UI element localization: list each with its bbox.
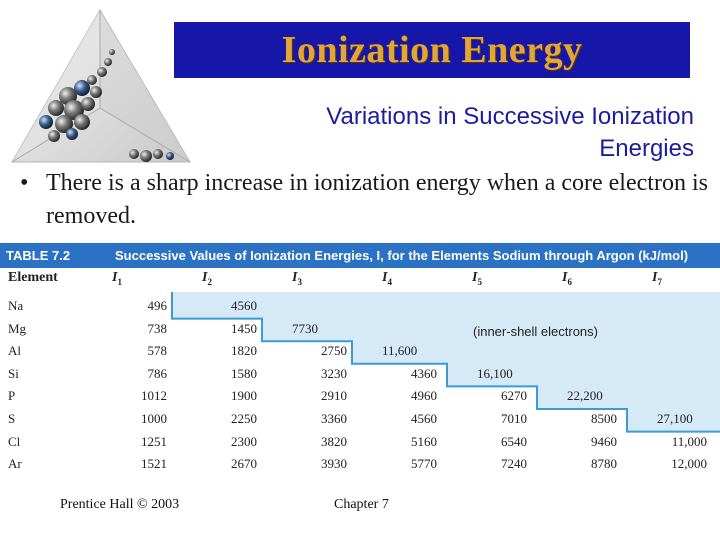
column-header-i1: I1: [112, 270, 122, 287]
table-cell: 11,000: [671, 433, 707, 449]
subtitle-line-1: Variations in Successive Ionization: [326, 103, 694, 130]
inner-shell-region: [171, 292, 720, 433]
table-cell: 3930: [321, 456, 347, 472]
element-symbol: P: [8, 388, 16, 404]
inner-shell-boundary-line: [171, 292, 720, 433]
table-cell: 5160: [411, 433, 437, 449]
table-cell: 7010: [501, 411, 527, 426]
inner-shell-note: (inner-shell electrons): [473, 324, 598, 339]
column-header-i7: I7: [652, 270, 662, 287]
page-title: Ionization Energy: [281, 29, 583, 71]
table-cell: 1012: [141, 388, 167, 404]
table-row: Al 578 1820 2750 11,600: [0, 341, 720, 364]
table-cell: 8780: [591, 456, 617, 472]
table-cell: 7240: [501, 456, 527, 472]
column-header-i3: I3: [292, 270, 302, 287]
table-cell: 738: [147, 320, 168, 336]
table-cell: 11,600: [382, 343, 418, 359]
table-cell: 3360: [321, 411, 347, 426]
table-cell: 4960: [411, 388, 437, 404]
table-cell: 27,100: [657, 411, 693, 426]
table-row: P 1012 1900 2910 4960 6270 22,200: [0, 386, 720, 409]
element-symbol: Cl: [8, 433, 21, 449]
table-cell: 16,100: [477, 365, 513, 381]
table-cell: 1580: [231, 365, 257, 381]
table-cell: 578: [147, 343, 168, 359]
triangle-molecule-logo: [11, 9, 191, 163]
table-row: S 1000 2250 3360 4560 7010 8500 27,100: [0, 409, 720, 432]
column-header-i6: I6: [562, 270, 572, 287]
column-header-i4: I4: [382, 270, 392, 287]
table-cell: 2750: [321, 343, 347, 359]
footer-copyright: Prentice Hall © 2003: [60, 497, 180, 512]
subtitle-line-2: Energies: [599, 135, 694, 162]
table-cell: 1251: [141, 433, 167, 449]
table-cell: 8500: [591, 411, 617, 426]
table-cell: 9460: [591, 433, 617, 449]
table-cell: 4360: [411, 365, 437, 381]
table-cell: 786: [147, 365, 168, 381]
footer-chapter: Chapter 7: [334, 497, 389, 512]
table-row: Si 786 1580 3230 4360 16,100: [0, 364, 720, 387]
inner-shell-shading: [172, 292, 720, 432]
table-cell: 496: [147, 298, 168, 313]
table-cell: 1000: [141, 411, 167, 426]
table-cell: 2300: [231, 433, 257, 449]
table-cell: 2910: [321, 388, 347, 404]
element-symbol: Na: [8, 298, 24, 313]
table-cell: 2670: [231, 456, 257, 472]
table-cell: 6270: [501, 388, 527, 404]
element-symbol: Ar: [8, 456, 22, 472]
column-header-element: Element: [8, 270, 58, 285]
ionization-table: TABLE 7.2 Successive Values of Ionizatio…: [0, 243, 720, 479]
table-row: Cl 1251 2300 3820 5160 6540 9460 11,000: [0, 432, 720, 455]
table-label: TABLE 7.2: [6, 248, 71, 263]
table-cell: 1450: [231, 320, 257, 336]
bullet-symbol: •: [20, 170, 29, 196]
element-symbol: Si: [8, 365, 19, 381]
element-symbol: S: [8, 411, 16, 426]
table-row: Mg 738 1450 7730: [0, 319, 720, 342]
table-caption: Successive Values of Ionization Energies…: [115, 248, 689, 263]
table-cell: 2250: [231, 411, 257, 426]
column-header-i5: I5: [472, 270, 482, 287]
title-bar: Ionization Energy: [174, 22, 690, 78]
table-title-bar: TABLE 7.2 Successive Values of Ionizatio…: [0, 243, 720, 268]
element-symbol: Mg: [8, 320, 27, 336]
table-cell: 3820: [321, 433, 347, 449]
bullet-text: There is a sharp increase in ionization …: [46, 170, 708, 229]
table-cell: 1820: [231, 343, 257, 359]
table-cell: 5770: [411, 456, 437, 472]
table-cell: 3230: [321, 365, 347, 381]
column-header-i2: I2: [202, 270, 212, 287]
table-cell: 12,000: [671, 456, 707, 472]
table-row: Ar 1521 2670 3930 5770 7240 8780 12,000: [0, 454, 720, 477]
table-cell: 22,200: [567, 388, 603, 404]
table-cell: 1900: [231, 388, 257, 404]
table-cell: 4560: [231, 298, 257, 313]
table-row: Na 496 4560: [0, 296, 720, 319]
table-cell: 4560: [411, 411, 437, 426]
table-cell: 7730: [292, 320, 318, 336]
table-cell: 6540: [501, 433, 527, 449]
table-body: Element I1 I2 I3 I4 I5 I6 I7 (inner-shell elect…: [0, 268, 720, 479]
table-cell: 1521: [141, 456, 167, 472]
element-symbol: Al: [8, 343, 21, 359]
